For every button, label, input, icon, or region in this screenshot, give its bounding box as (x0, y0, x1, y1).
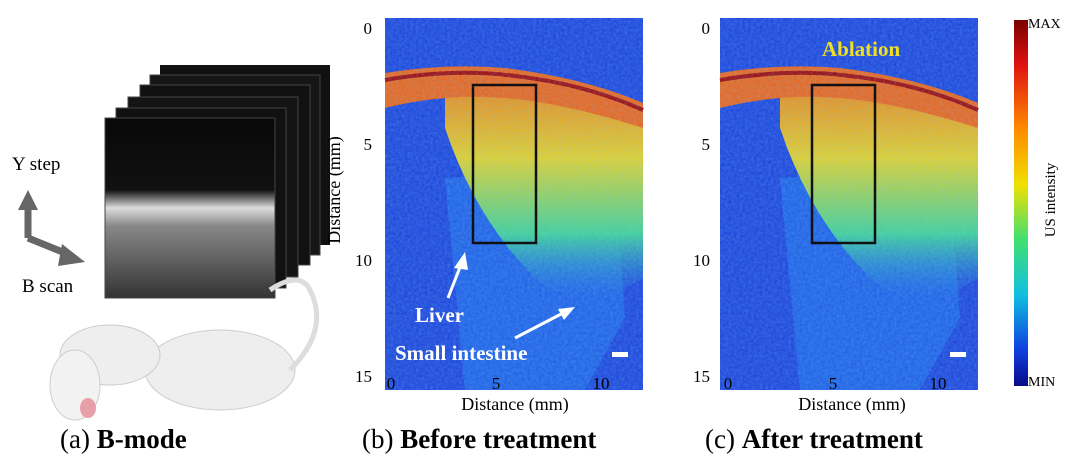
colorbar-min: MIN (1028, 375, 1055, 390)
caption: (c) After treatment (705, 424, 923, 454)
caption-label: (a) (60, 424, 90, 454)
scale-bar (950, 352, 966, 357)
roi-box (471, 83, 538, 245)
y-axis-label: Distance (mm) (324, 136, 345, 243)
y-tick-label: 5 (364, 135, 373, 154)
colorbar-max: MAX (1028, 17, 1061, 32)
y-tick-label: 15 (355, 367, 372, 386)
colorbar-label: US intensity (1043, 162, 1059, 237)
mouse (49, 277, 320, 421)
y-tick-label: 10 (355, 251, 372, 270)
x-tick-label: 10 (930, 374, 947, 393)
x-tick-label: 5 (829, 374, 838, 393)
y-tick-label: 5 (702, 135, 711, 154)
colorbar (1014, 20, 1028, 386)
roi-box (810, 83, 877, 245)
annotation: Liver (415, 303, 464, 327)
scale-bar (612, 352, 628, 357)
caption-label: (b) (362, 424, 393, 454)
annotation: Small intestine (395, 341, 527, 365)
ultrasound-image (385, 18, 643, 390)
annotation: Y step (12, 154, 60, 175)
caption-title: Before treatment (400, 424, 596, 454)
x-tick-label: 10 (593, 374, 610, 393)
x-tick-label: 0 (724, 374, 733, 393)
x-axis-label: Distance (mm) (461, 394, 568, 415)
caption-title: After treatment (742, 424, 923, 454)
x-tick-label: 5 (492, 374, 501, 393)
y-tick-label: 15 (693, 367, 710, 386)
bmode-stack (104, 65, 330, 299)
caption: (b) Before treatment (362, 424, 596, 454)
y-tick-label: 0 (364, 19, 373, 38)
arrows (18, 190, 85, 266)
caption-title: B-mode (97, 424, 187, 454)
caption: (a) B-mode (60, 424, 187, 454)
caption-label: (c) (705, 424, 735, 454)
x-axis-label: Distance (mm) (798, 394, 905, 415)
annotation: Ablation (822, 37, 901, 61)
y-tick-label: 0 (702, 19, 711, 38)
x-tick-label: 0 (387, 374, 396, 393)
pointer-arrows (446, 252, 575, 340)
annotation: B scan (22, 276, 74, 297)
ultrasound-image (720, 18, 978, 390)
y-tick-label: 10 (693, 251, 710, 270)
